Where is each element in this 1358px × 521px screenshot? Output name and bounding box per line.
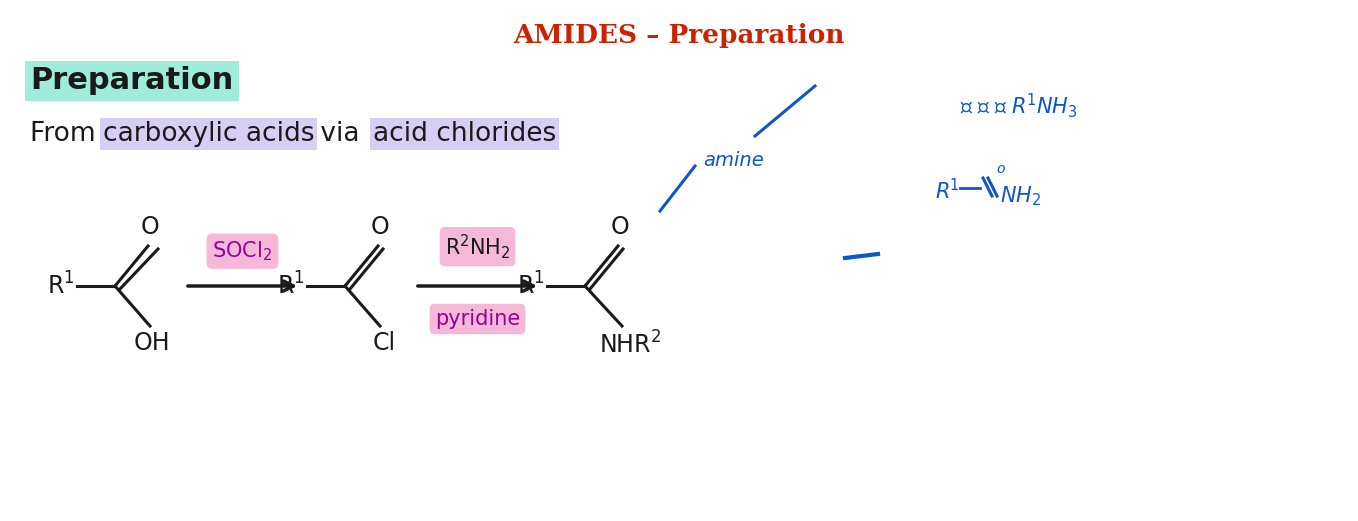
Text: NH$_2$: NH$_2$ bbox=[999, 184, 1042, 208]
Text: R$^2$NH$_2$: R$^2$NH$_2$ bbox=[445, 232, 511, 261]
Text: NHR$^2$: NHR$^2$ bbox=[599, 331, 661, 358]
Text: o: o bbox=[995, 162, 1005, 176]
Text: via: via bbox=[312, 121, 368, 147]
Text: acid chlorides: acid chlorides bbox=[373, 121, 557, 147]
Text: O: O bbox=[141, 215, 159, 239]
Text: SOCl$_2$: SOCl$_2$ bbox=[212, 240, 273, 263]
Text: OH: OH bbox=[133, 331, 170, 355]
Text: O: O bbox=[611, 215, 629, 239]
Text: AMIDES – Preparation: AMIDES – Preparation bbox=[513, 23, 845, 48]
Text: R$^1$: R$^1$ bbox=[48, 272, 75, 300]
Text: 也 可 以 R$^1$NH$_3$: 也 可 以 R$^1$NH$_3$ bbox=[960, 92, 1078, 120]
Text: R$^1$: R$^1$ bbox=[517, 272, 545, 300]
Text: R$^1$: R$^1$ bbox=[936, 178, 960, 204]
Text: Preparation: Preparation bbox=[30, 66, 234, 95]
Text: Cl: Cl bbox=[372, 331, 395, 355]
Text: R$^1$: R$^1$ bbox=[277, 272, 306, 300]
Text: carboxylic acids: carboxylic acids bbox=[103, 121, 315, 147]
Text: O: O bbox=[371, 215, 390, 239]
Text: amine: amine bbox=[703, 152, 763, 170]
Text: From: From bbox=[30, 121, 105, 147]
Text: pyridine: pyridine bbox=[435, 309, 520, 329]
